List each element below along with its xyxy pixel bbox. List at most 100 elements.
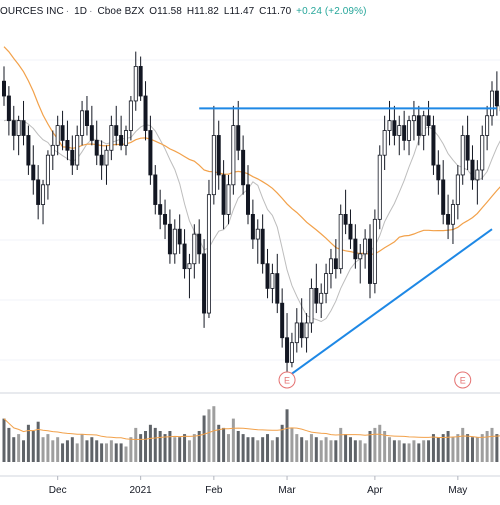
- volume-bar: [51, 440, 55, 462]
- volume-bar: [431, 434, 435, 462]
- candle-body: [65, 139, 70, 151]
- volume-bar: [422, 440, 426, 462]
- volume-bar: [285, 409, 289, 462]
- candle-body: [494, 90, 499, 107]
- candle-body: [460, 135, 465, 176]
- volume-bar: [17, 434, 21, 462]
- candle-body: [465, 135, 470, 161]
- earnings-label: E: [284, 376, 290, 386]
- candle-body: [314, 287, 319, 304]
- candle-body: [353, 238, 358, 260]
- x-tick-label: Apr: [367, 485, 383, 496]
- candle-body: [36, 179, 41, 205]
- earnings-marker: [278, 371, 296, 389]
- candle-body: [226, 184, 231, 215]
- candle-body: [280, 302, 285, 339]
- candle-body: [260, 228, 265, 265]
- candle-body: [119, 135, 124, 146]
- volume-bar: [95, 440, 99, 462]
- interval-label[interactable]: 1D: [74, 6, 88, 17]
- volume-bar: [348, 437, 352, 462]
- volume-bar: [31, 431, 35, 462]
- candle-body: [206, 194, 211, 314]
- volume-bar: [495, 434, 499, 462]
- volume-bar: [26, 424, 30, 462]
- volume-bar: [339, 427, 343, 462]
- candle-body: [367, 238, 372, 284]
- volume-bar: [153, 427, 157, 462]
- volume-bar: [41, 437, 45, 462]
- volume-bar: [192, 434, 196, 462]
- volume-bar: [329, 440, 333, 462]
- volume-bar: [207, 409, 211, 462]
- volume-bar: [266, 434, 270, 462]
- candle-body: [485, 115, 490, 136]
- volume-bar: [134, 427, 138, 462]
- candle-body: [153, 174, 158, 205]
- candle-body: [55, 125, 60, 146]
- volume-bar: [368, 431, 372, 462]
- candle-body: [202, 253, 207, 314]
- candle-body: [304, 322, 309, 339]
- candle-body: [84, 110, 89, 127]
- symbol-legend[interactable]: OURCES INC · 1D · Cboe BZX O11.58 H11.82 L…: [0, 6, 367, 17]
- high-value: H11.82: [186, 6, 219, 17]
- candle-body: [148, 130, 153, 176]
- candle-body: [397, 125, 402, 136]
- volume-bar: [148, 424, 152, 462]
- moving-average-slow: [3, 46, 500, 256]
- volume-bar: [173, 437, 177, 462]
- volume-bar: [407, 443, 411, 462]
- volume-bar: [392, 440, 396, 462]
- candle-body: [89, 125, 94, 141]
- volume-moving-average: [3, 418, 500, 441]
- candle-body: [128, 100, 133, 131]
- candle-body: [182, 243, 187, 270]
- volume-bar: [61, 443, 65, 462]
- volume-bar: [22, 440, 26, 462]
- volume-bar: [56, 437, 60, 462]
- volume-bar: [436, 437, 440, 462]
- volume-bar: [417, 443, 421, 462]
- volume-bar: [295, 434, 299, 462]
- candle-body: [431, 125, 436, 166]
- candle-body: [211, 135, 216, 196]
- candle-body: [407, 120, 412, 141]
- volume-bar: [480, 434, 484, 462]
- volume-bar: [344, 434, 348, 462]
- volume-bar: [358, 440, 362, 462]
- candle-body: [333, 258, 338, 270]
- volume-bar: [197, 431, 201, 462]
- volume-bar: [178, 437, 182, 462]
- volume-bar: [114, 443, 118, 462]
- candle-body: [192, 233, 197, 265]
- candle-body: [2, 80, 7, 97]
- candle-body: [172, 228, 177, 255]
- candle-body: [475, 169, 480, 181]
- volume-bar: [383, 431, 387, 462]
- volume-bar: [446, 431, 450, 462]
- volume-bar: [226, 434, 230, 462]
- candle-body: [11, 120, 16, 136]
- volume-bar: [119, 443, 123, 462]
- volume-bar: [324, 437, 328, 462]
- candle-body: [187, 263, 192, 270]
- volume-bar: [373, 427, 377, 462]
- candle-body: [133, 66, 138, 102]
- candle-body: [124, 130, 129, 146]
- volume-bar: [202, 415, 206, 462]
- candle-body: [143, 95, 148, 131]
- candle-body: [338, 213, 343, 270]
- volume-bar: [217, 424, 221, 462]
- symbol-name[interactable]: OURCES INC: [0, 6, 64, 17]
- candle-body: [99, 154, 104, 166]
- candle-body: [455, 174, 460, 205]
- volume-bar: [334, 440, 338, 462]
- candle-body: [250, 213, 255, 240]
- candle-body: [363, 238, 368, 255]
- volume-bar: [109, 440, 113, 462]
- candle-body: [245, 184, 250, 215]
- candle-body: [470, 159, 475, 181]
